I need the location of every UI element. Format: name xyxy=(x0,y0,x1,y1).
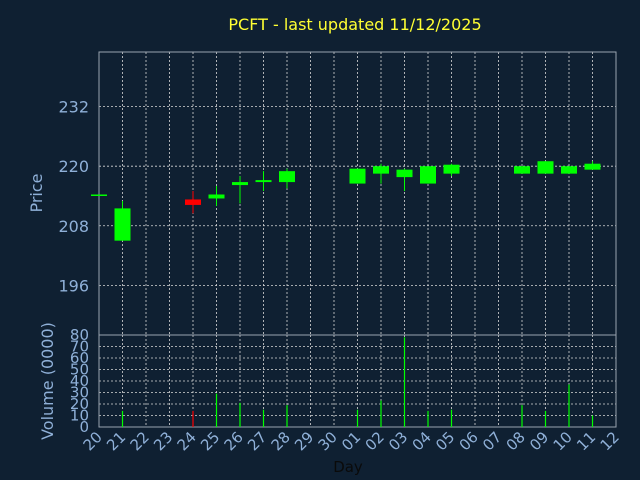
x-tick-label: 21 xyxy=(103,428,129,454)
candle-body xyxy=(561,166,577,174)
price-axis-label: Price xyxy=(27,173,46,212)
candles xyxy=(91,161,601,241)
volume-tick-label: 80 xyxy=(70,326,89,344)
x-tick-label: 08 xyxy=(503,428,529,454)
x-tick-label: 24 xyxy=(174,428,200,454)
x-tick-label: 01 xyxy=(338,428,364,454)
candle-body xyxy=(208,194,225,199)
candle-body xyxy=(584,163,601,170)
price-tick-label: 196 xyxy=(58,276,89,295)
x-tick-label: 11 xyxy=(573,428,599,454)
x-tick-label: 26 xyxy=(221,428,247,454)
x-tick-label: 03 xyxy=(385,428,411,454)
x-tick-label: 30 xyxy=(315,428,341,454)
volume-tick-label: 20 xyxy=(70,395,89,413)
price-tick-label: 232 xyxy=(58,98,89,117)
price-tick-label: 208 xyxy=(58,217,89,236)
candle-body xyxy=(443,164,460,174)
x-tick-label: 22 xyxy=(127,428,153,454)
volume-tick-label: 30 xyxy=(70,384,89,402)
x-tick-label: 23 xyxy=(150,428,176,454)
candle-body xyxy=(91,194,107,196)
x-tick-label: 27 xyxy=(244,428,270,454)
candle-body xyxy=(373,166,389,174)
chart-title: PCFT - last updated 11/12/2025 xyxy=(228,15,481,34)
price-tick-label: 220 xyxy=(58,157,89,176)
candle-body xyxy=(420,166,436,184)
candle-body xyxy=(349,168,366,184)
x-tick-label: 09 xyxy=(526,428,552,454)
x-axis-ticks: 2021222324252627282930010203040506070809… xyxy=(80,428,623,454)
volume-tick-label: 50 xyxy=(70,361,89,379)
x-tick-label: 04 xyxy=(409,428,435,454)
x-tick-label: 12 xyxy=(597,428,623,454)
volume-tick-label: 70 xyxy=(70,338,89,356)
candle-body xyxy=(114,208,131,241)
volume-tick-label: 40 xyxy=(70,372,89,390)
volume-bars xyxy=(121,337,594,427)
x-tick-label: 05 xyxy=(432,428,458,454)
x-tick-label: 07 xyxy=(479,428,505,454)
candle-body xyxy=(185,199,201,205)
x-axis-label: Day xyxy=(333,458,363,476)
price-axis-ticks: 196 208 220 232 xyxy=(58,98,89,296)
volume-tick-label: 10 xyxy=(70,407,89,425)
candle-body xyxy=(537,161,554,174)
candle-body xyxy=(396,169,413,178)
candle-body xyxy=(279,171,295,183)
price-grid xyxy=(98,52,617,335)
candle-body xyxy=(514,166,530,174)
candle-body xyxy=(232,182,248,186)
volume-axis-label: Volume (0000) xyxy=(38,322,57,440)
x-tick-label: 25 xyxy=(197,428,223,454)
volume-tick-label: 60 xyxy=(70,349,89,367)
x-tick-label: 02 xyxy=(362,428,388,454)
x-tick-label: 29 xyxy=(291,428,317,454)
x-tick-label: 06 xyxy=(456,428,482,454)
candle-body xyxy=(255,180,272,183)
x-tick-label: 10 xyxy=(550,428,576,454)
volume-tick-label: 0 xyxy=(79,418,89,436)
x-tick-label: 28 xyxy=(268,428,294,454)
